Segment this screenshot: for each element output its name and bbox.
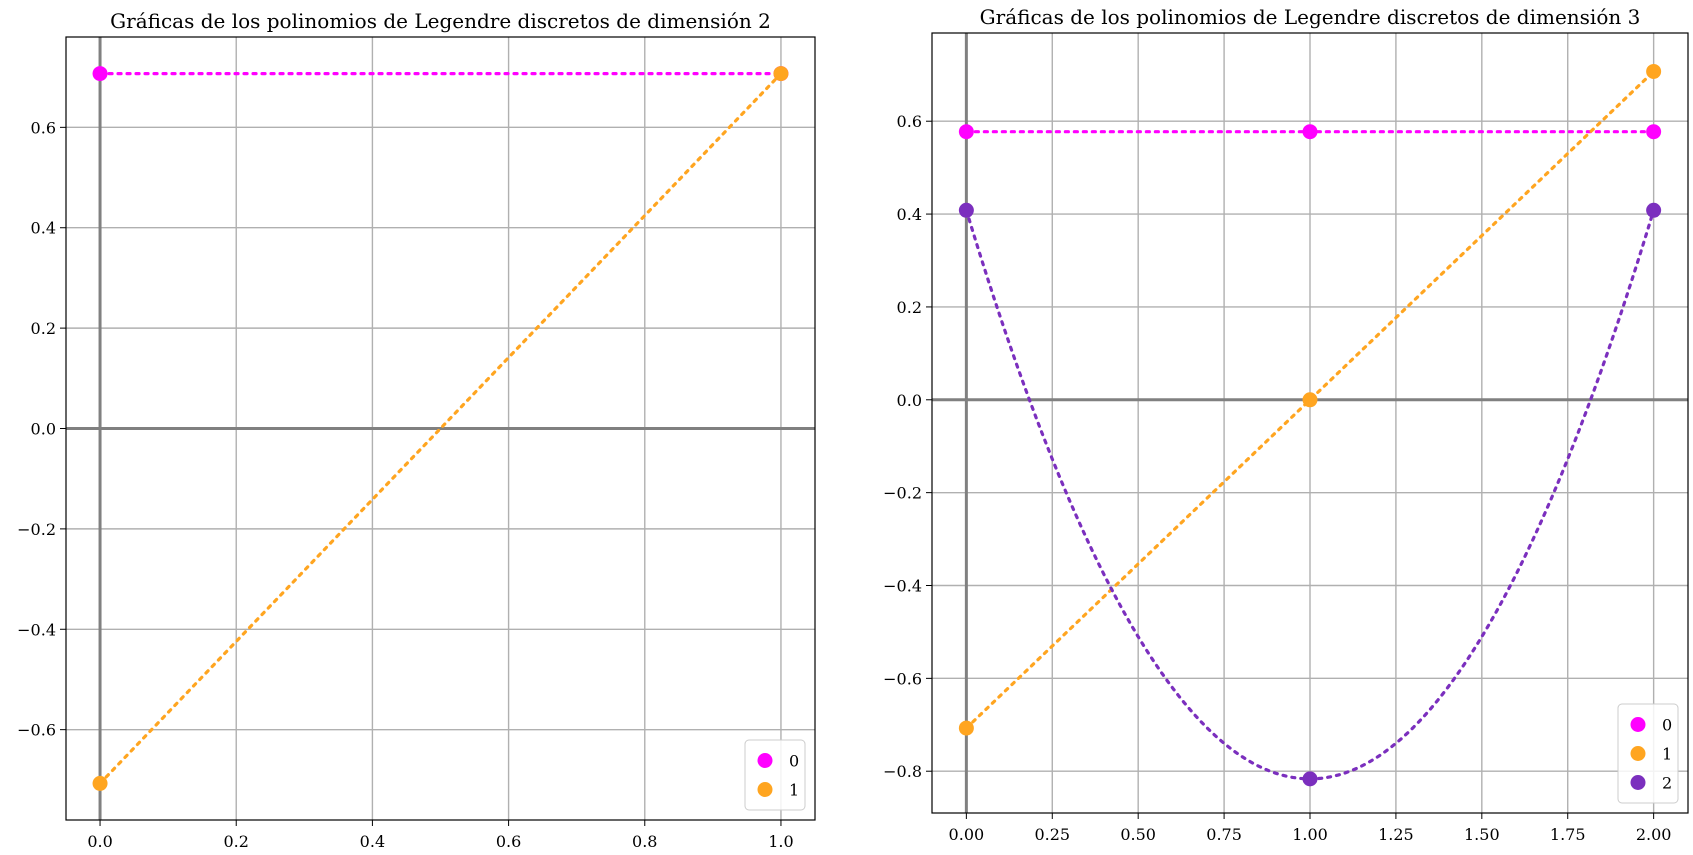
- legend-marker-1: [1630, 746, 1646, 761]
- data-point-series-1: [92, 775, 108, 791]
- data-point-series-1: [1302, 392, 1318, 408]
- legend-marker-0: [757, 753, 773, 768]
- y-tick-label: 0.6: [31, 118, 56, 137]
- x-tick-label: 0.2: [224, 832, 249, 851]
- x-tick-label: 1.25: [1378, 825, 1414, 844]
- x-tick-label: 0.00: [949, 825, 985, 844]
- x-tick-label: 1.00: [1292, 825, 1328, 844]
- y-tick-label: 0.0: [31, 420, 56, 439]
- legend-label-2: 2: [1662, 774, 1672, 793]
- data-point-series-0: [958, 124, 974, 140]
- y-tick-label: 0.0: [897, 391, 922, 410]
- legend-marker-2: [1630, 775, 1646, 790]
- series-line-1: [964, 69, 1656, 730]
- data-point-series-1: [958, 720, 974, 736]
- y-tick-label: −0.6: [883, 669, 922, 688]
- x-tick-label: 0.4: [360, 832, 385, 851]
- x-tick-label: 1.75: [1550, 825, 1586, 844]
- legend-label-1: 1: [789, 781, 799, 800]
- y-tick-label: −0.2: [17, 520, 56, 539]
- data-point-series-2: [1302, 771, 1318, 787]
- data-point-series-1: [1646, 63, 1662, 79]
- data-point-series-2: [958, 202, 974, 218]
- data-point-series-0: [92, 66, 108, 82]
- legend-label-0: 0: [1662, 716, 1672, 735]
- chart-title: Gráficas de los polinomios de Legendre d…: [980, 5, 1641, 29]
- legend: 01: [744, 739, 806, 811]
- data-point-series-1: [773, 66, 789, 82]
- x-tick-label: 0.6: [496, 832, 521, 851]
- x-tick-label: 0.75: [1206, 825, 1242, 844]
- y-tick-label: −0.4: [17, 620, 56, 639]
- x-tick-label: 0.0: [87, 832, 112, 851]
- y-tick-label: −0.8: [883, 762, 922, 781]
- chart-title: Gráficas de los polinomios de Legendre d…: [110, 9, 771, 33]
- legend-marker-0: [1630, 717, 1646, 732]
- series-line-1: [98, 71, 783, 786]
- x-tick-label: 0.25: [1034, 825, 1070, 844]
- y-tick-label: 0.2: [31, 319, 56, 338]
- legend-marker-1: [757, 782, 773, 797]
- legend-label-1: 1: [1662, 745, 1672, 764]
- x-tick-label: 0.8: [632, 832, 657, 851]
- x-tick-label: 1.0: [768, 832, 793, 851]
- data-point-series-0: [1646, 124, 1662, 140]
- x-tick-label: 2.00: [1636, 825, 1672, 844]
- x-tick-label: 1.50: [1464, 825, 1500, 844]
- y-tick-label: 0.4: [897, 205, 922, 224]
- chart-dimension-3: Gráficas de los polinomios de Legendre d…: [883, 5, 1689, 844]
- legend-label-0: 0: [789, 752, 799, 771]
- chart-dimension-2: Gráficas de los polinomios de Legendre d…: [17, 9, 816, 851]
- y-tick-label: 0.6: [897, 112, 922, 131]
- y-tick-label: −0.6: [17, 721, 56, 740]
- data-point-series-0: [1302, 124, 1318, 140]
- legend: 0 1 2: [1617, 703, 1679, 804]
- y-tick-label: 0.4: [31, 219, 56, 238]
- data-point-series-2: [1646, 202, 1662, 218]
- x-tick-label: 0.50: [1120, 825, 1156, 844]
- legend-frame: [744, 739, 806, 811]
- y-tick-label: −0.2: [883, 484, 922, 503]
- y-tick-label: −0.4: [883, 577, 922, 596]
- y-tick-label: 0.2: [897, 298, 922, 317]
